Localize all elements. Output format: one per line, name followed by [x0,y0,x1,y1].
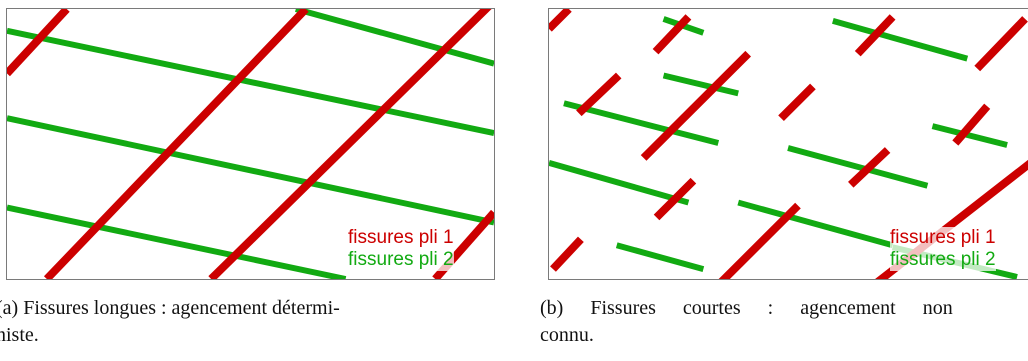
caption-line-2: niste. [0,324,39,346]
crack-pli1-segment [640,50,752,161]
crack-pli2-segment [931,123,1008,148]
crack-pli1-segment [576,72,622,117]
crack-pli1-segment [652,14,692,55]
crack-pli1-segment [549,9,572,32]
crack-pli1-segment [778,83,816,121]
crack-pli2-line [7,27,494,136]
crack-pli1-line [7,9,70,77]
legend-item-pli-2: fissures pli 2 [348,249,454,271]
crack-pli1-segment [718,202,801,279]
caption-line-1: (b) Fissures courtes : agencement non [540,297,953,319]
legend: fissures pli 1 fissures pli 2 [890,227,996,271]
legend: fissures pli 1 fissures pli 2 [348,227,454,271]
crack-pli1-line [208,9,492,279]
legend-item-pli-1: fissures pli 1 [890,227,996,249]
crack-pli2-segment [662,72,739,97]
panel-long-cracks: fissures pli 1 fissures pli 2 [6,8,495,280]
crack-pli1-segment [550,236,584,272]
crack-pli2-line [7,204,347,279]
crack-pli2-line [7,115,494,226]
crack-pli2-segment [787,145,929,189]
caption-line-2: connu. [540,324,594,346]
caption-line-1: (a) Fissures longues : agencement déterm… [0,297,340,319]
crack-pli2-segment [737,199,894,249]
crack-pli1-segment [848,147,891,188]
crack-pli1-line [43,9,309,279]
legend-item-pli-1: fissures pli 1 [348,227,454,249]
crack-pli1-segment [854,14,896,57]
crack-pli2-segment [563,100,720,146]
crack-pli2-line [295,9,494,67]
crack-pli1-segment [974,16,1028,72]
caption-b: (b) Fissures courtes : agencement non co… [540,295,1028,349]
crack-pli2-segment [832,18,969,62]
legend-item-pli-2: fissures pli 2 [890,249,996,271]
crack-pli1-segment [952,103,991,146]
crack-pli1-segment [653,177,697,221]
crack-pli2-segment [615,242,705,272]
caption-a: (a) Fissures longues : agencement déterm… [0,295,496,349]
crack-pli2-segment [549,159,690,206]
panel-short-cracks: fissures pli 1 fissures pli 2 [548,8,1028,280]
crack-diagram-a [7,9,494,279]
